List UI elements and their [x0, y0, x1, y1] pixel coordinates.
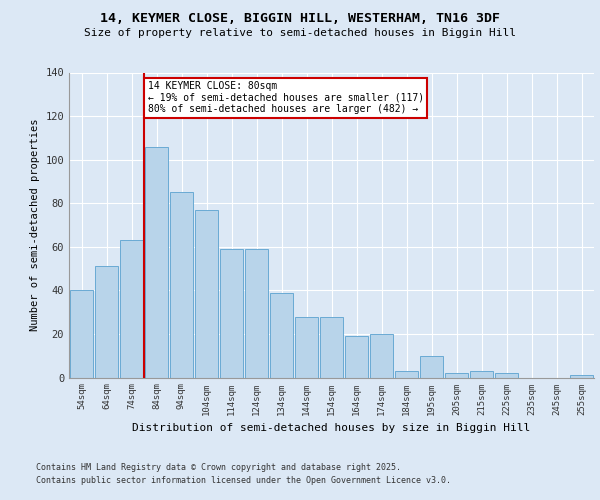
Text: Contains public sector information licensed under the Open Government Licence v3: Contains public sector information licen…: [36, 476, 451, 485]
Bar: [370, 334, 394, 378]
Bar: [220, 249, 244, 378]
Text: 14, KEYMER CLOSE, BIGGIN HILL, WESTERHAM, TN16 3DF: 14, KEYMER CLOSE, BIGGIN HILL, WESTERHAM…: [100, 12, 500, 26]
Bar: [494, 373, 518, 378]
Bar: [95, 266, 118, 378]
Bar: [145, 146, 169, 378]
X-axis label: Distribution of semi-detached houses by size in Biggin Hill: Distribution of semi-detached houses by …: [133, 423, 530, 433]
Bar: [569, 376, 593, 378]
Bar: [470, 371, 493, 378]
Bar: [269, 292, 293, 378]
Bar: [245, 249, 268, 378]
Bar: [344, 336, 368, 378]
Bar: [119, 240, 143, 378]
Bar: [320, 316, 343, 378]
Bar: [194, 210, 218, 378]
Bar: [395, 371, 418, 378]
Bar: [170, 192, 193, 378]
Bar: [70, 290, 94, 378]
Text: 14 KEYMER CLOSE: 80sqm
← 19% of semi-detached houses are smaller (117)
80% of se: 14 KEYMER CLOSE: 80sqm ← 19% of semi-det…: [148, 81, 424, 114]
Bar: [295, 316, 319, 378]
Text: Contains HM Land Registry data © Crown copyright and database right 2025.: Contains HM Land Registry data © Crown c…: [36, 462, 401, 471]
Bar: [445, 373, 469, 378]
Bar: [419, 356, 443, 378]
Text: Size of property relative to semi-detached houses in Biggin Hill: Size of property relative to semi-detach…: [84, 28, 516, 38]
Y-axis label: Number of semi-detached properties: Number of semi-detached properties: [30, 118, 40, 331]
